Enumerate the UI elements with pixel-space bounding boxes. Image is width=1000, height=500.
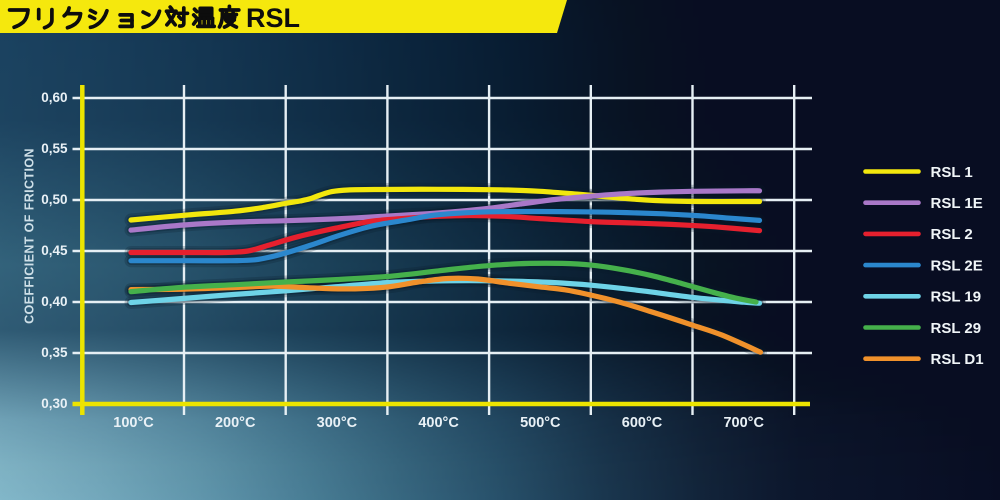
svg-text:RSL 19: RSL 19 [931,289,982,306]
svg-text:700°C: 700°C [723,415,764,431]
svg-text:0,60: 0,60 [41,90,67,105]
svg-text:0,45: 0,45 [41,243,68,258]
svg-text:400°C: 400°C [418,415,459,431]
svg-text:RSL: RSL [246,3,300,33]
svg-text:RSL 2: RSL 2 [931,226,973,243]
svg-text:0,30: 0,30 [41,396,67,411]
svg-text:0,35: 0,35 [41,345,68,360]
svg-text:600°C: 600°C [622,415,663,431]
svg-text:RSL 2E: RSL 2E [931,257,983,274]
svg-text:300°C: 300°C [317,415,358,431]
svg-text:100°C: 100°C [113,415,154,431]
svg-text:RSL D1: RSL D1 [931,351,984,368]
svg-text:0,40: 0,40 [41,294,67,309]
svg-text:0,50: 0,50 [41,192,67,207]
svg-text:0,55: 0,55 [41,141,68,156]
svg-text:500°C: 500°C [520,415,561,431]
svg-text:COEFFICIENT OF FRICTION: COEFFICIENT OF FRICTION [23,148,37,324]
svg-text:RSL 29: RSL 29 [931,320,982,337]
svg-text:RSL 1E: RSL 1E [931,195,983,212]
svg-text:200°C: 200°C [215,415,256,431]
svg-text:RSL 1: RSL 1 [931,164,973,181]
